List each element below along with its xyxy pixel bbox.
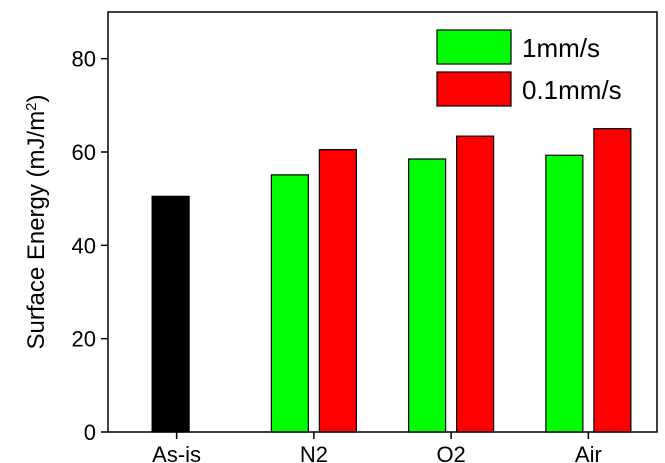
legend-label-0.1mm/s: 0.1mm/s [522, 75, 622, 105]
legend-swatch-0.1mm/s [436, 71, 512, 107]
y-tick-label-40: 40 [72, 233, 96, 258]
y-axis: 0 20 40 60 80 [72, 47, 108, 445]
x-tick-label-N2: N2 [300, 442, 328, 463]
plot-frame [107, 11, 658, 433]
legend-label-1mm/s: 1mm/s [522, 33, 600, 63]
y-axis-title-main: Surface Energy (mJ/m [23, 111, 50, 350]
y-tick-label-20: 20 [72, 327, 96, 352]
x-tick-label-As-is: As-is [152, 442, 201, 463]
bar-Air-1mm/s [545, 154, 584, 433]
y-tick-label-80: 80 [72, 47, 96, 72]
y-tick-label-60: 60 [72, 140, 96, 165]
bar-Air-0.1mm/s [593, 128, 632, 433]
y-axis-title-superscript: 2 [23, 102, 40, 110]
bar-N2-0.1mm/s [318, 149, 357, 433]
plot-area [151, 128, 632, 433]
y-axis-title-suffix: ) [23, 94, 50, 102]
bar-O2-1mm/s [408, 158, 447, 433]
bar-O2-0.1mm/s [456, 135, 495, 433]
y-tick-label-0: 0 [84, 420, 96, 445]
bar-N2-1mm/s [270, 174, 309, 433]
x-tick-label-O2: O2 [436, 442, 465, 463]
x-axis: As-is N2 O2 Air [152, 432, 602, 463]
y-axis-title: Surface Energy (mJ/m2) [23, 94, 51, 349]
x-tick-label-Air: Air [575, 442, 602, 463]
legend: 1mm/s 0.1mm/s [436, 29, 622, 107]
legend-swatch-1mm/s [436, 29, 512, 65]
bar-As-is-baseline [151, 195, 190, 433]
